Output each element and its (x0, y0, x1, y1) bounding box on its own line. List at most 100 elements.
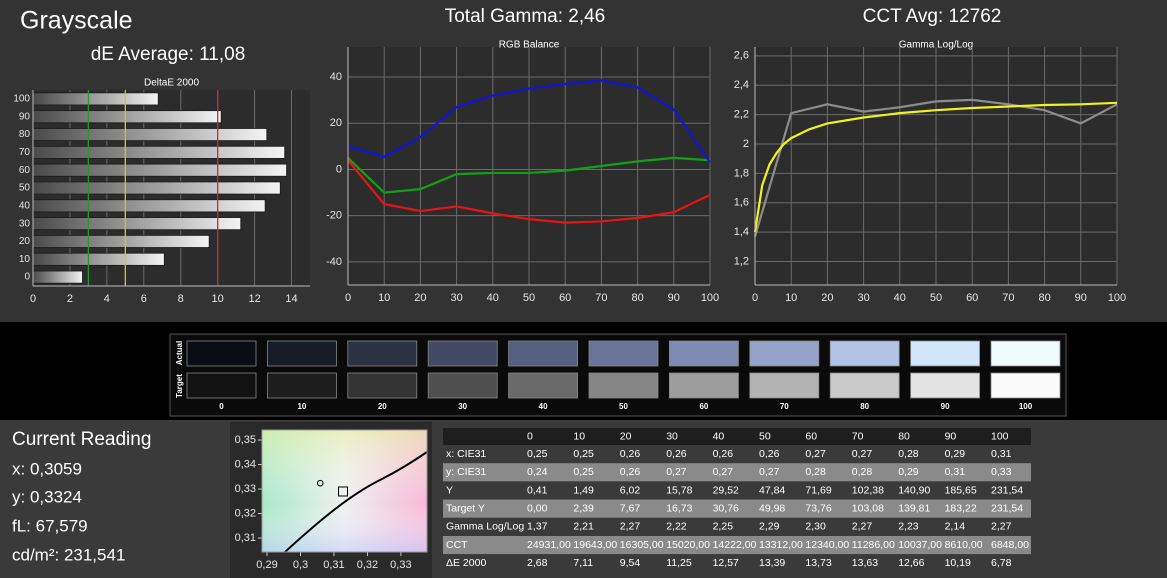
chart-title: DeltaE 2000 (144, 78, 199, 89)
chart-title: Gamma Log/Log (899, 40, 974, 51)
table-row-label: y: CIE31 (446, 466, 486, 478)
table-cell: 0,27 (759, 466, 780, 478)
y-tick-label: 0,31 (235, 532, 256, 544)
swatch-label: 60 (699, 402, 708, 411)
y-tick-label: 10 (19, 254, 31, 265)
table-cell: 0,27 (713, 466, 734, 478)
table-cell: 0,26 (759, 448, 780, 460)
y-tick-label: 50 (19, 183, 31, 194)
target-swatch (910, 372, 980, 399)
table-cell: 0,28 (898, 448, 919, 460)
bar (32, 163, 287, 177)
series-line (347, 156, 711, 194)
target-swatch (508, 372, 579, 399)
x-tick-label: 100 (701, 292, 719, 304)
table-cell: 9,54 (620, 557, 641, 569)
y-tick-label: 2,2 (734, 108, 749, 120)
table-row (443, 554, 1031, 573)
y-tick-label: -20 (326, 210, 342, 222)
table-cell: 13,73 (805, 557, 831, 569)
table-header-cell: 10 (573, 430, 585, 442)
table-cell: 13312,00 (759, 539, 803, 551)
actual-swatch (588, 340, 659, 367)
table-cell: 139,81 (898, 502, 930, 514)
table-row (443, 481, 1031, 500)
x-tick-label: 8 (178, 293, 184, 305)
table-cell: 0,28 (852, 466, 873, 478)
bar (32, 252, 165, 266)
table-cell: 12340,00 (805, 539, 849, 551)
bar (32, 145, 286, 159)
bar (32, 217, 242, 231)
row-label: Actual (175, 341, 184, 365)
y-tick-label: 40 (330, 71, 342, 83)
x-tick-label: 80 (1038, 292, 1050, 304)
table-cell: 2,68 (527, 557, 548, 569)
x-tick-label: 6 (141, 293, 147, 305)
table-cell: 0,31 (991, 448, 1012, 460)
table-cell: 0,26 (620, 466, 641, 478)
table-cell: 2,27 (991, 521, 1012, 533)
x-tick-label: 30 (857, 292, 869, 304)
x-tick-label: 20 (414, 292, 426, 304)
table-header-cell: 30 (666, 430, 678, 442)
bar (32, 128, 268, 142)
target-swatch (588, 372, 659, 399)
table-cell: 140,90 (898, 484, 930, 496)
y-tick-label: 0,32 (235, 507, 256, 519)
table-cell: 0,26 (666, 448, 687, 460)
table-cell: 0,25 (527, 448, 548, 460)
table-cell: 8610,00 (945, 539, 983, 551)
swatch-label: 90 (941, 402, 950, 411)
table-cell: 6,78 (991, 557, 1012, 569)
x-tick-label: 40 (894, 292, 906, 304)
y-tick-label: 20 (330, 117, 342, 129)
table-cell: 16,73 (666, 502, 692, 514)
x-tick-label: 0 (345, 292, 351, 304)
table-cell: 0,29 (945, 448, 966, 460)
measured-point (316, 479, 324, 487)
x-tick-label: 60 (966, 292, 978, 304)
y-tick-label: 0,33 (235, 483, 256, 495)
table-cell: 10,19 (945, 557, 971, 569)
plot-frame (261, 429, 428, 553)
x-tick-label: 0,3 (293, 559, 308, 571)
table-cell: 0,26 (713, 448, 734, 460)
x-tick-label: 30 (450, 292, 462, 304)
actual-swatch (427, 340, 498, 367)
table-header-cell: 70 (852, 430, 864, 442)
table-cell: 30,76 (713, 502, 739, 514)
actual-swatch (669, 340, 739, 367)
table-cell: 0,00 (527, 502, 548, 514)
x-tick-label: 14 (285, 293, 297, 305)
table-row-label: CCT (446, 539, 468, 551)
x-tick-label: 4 (104, 293, 110, 305)
actual-swatch (749, 340, 820, 367)
x-tick-label: 0,32 (357, 559, 378, 571)
actual-swatch (829, 340, 900, 367)
series-line (753, 98, 1118, 237)
table-cell: 0,28 (805, 466, 826, 478)
swatch-label: 40 (539, 402, 548, 411)
x-tick-label: 0 (30, 293, 36, 305)
row-label: Target (175, 374, 184, 398)
table-header-cell: 60 (805, 430, 817, 442)
y-tick-label: 0 (336, 163, 342, 175)
table-row-label: ΔE 2000 (446, 557, 486, 569)
table-cell: 0,29 (898, 466, 919, 478)
x-tick-label: 80 (631, 292, 643, 304)
reading-title: Current Reading (12, 429, 151, 450)
table-cell: 24931,00 (527, 539, 571, 551)
series-line (753, 101, 1118, 233)
table-cell: 231,54 (991, 484, 1023, 496)
cie-background (262, 430, 427, 552)
table-cell: 10037,00 (898, 539, 942, 551)
table-cell: 2,30 (805, 521, 826, 533)
table-cell: 12,66 (898, 557, 924, 569)
target-swatch (186, 372, 257, 399)
x-tick-label: 2 (67, 293, 73, 305)
table-cell: 0,27 (852, 448, 873, 460)
table-row (443, 536, 1031, 555)
y-tick-label: 0 (24, 272, 30, 283)
